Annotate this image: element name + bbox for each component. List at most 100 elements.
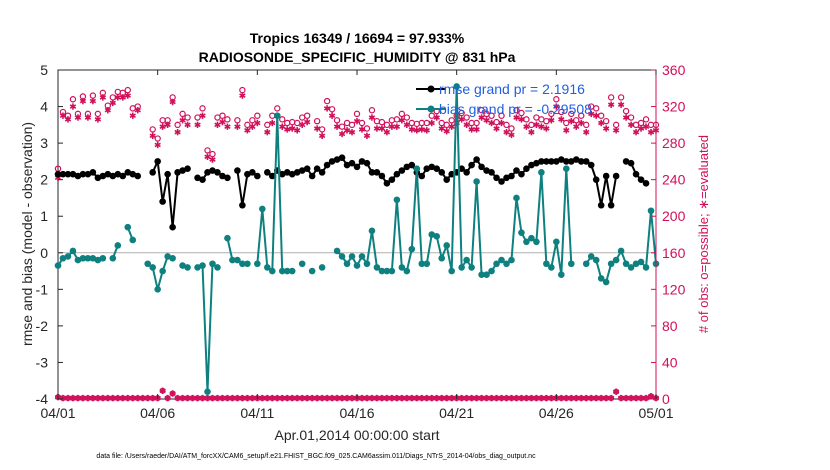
obs-evaluated-point [423, 127, 430, 134]
bias-point [523, 238, 530, 246]
y-tick-label: -3 [36, 354, 49, 370]
bias-point [169, 254, 176, 262]
obs-evaluated-bottom-point [284, 394, 291, 402]
obs-evaluated-bottom-point [313, 394, 321, 402]
obs-possible-point [518, 109, 525, 117]
bias-point [59, 254, 67, 262]
chart-title-line1: Tropics 16349 / 16694 = 97.933% [250, 30, 465, 46]
obs-evaluated-bottom-point [174, 394, 181, 402]
rmse-point [558, 156, 565, 163]
obs-evaluated-bottom-point [627, 394, 635, 402]
obs-evaluated-point [403, 121, 411, 129]
obs-evaluated-bottom-point [94, 394, 102, 402]
obs-possible-point [568, 110, 575, 118]
rmse-point [264, 169, 271, 176]
bias-point [239, 260, 246, 268]
bias-point [567, 260, 575, 268]
bias-point [438, 254, 446, 262]
obs-evaluated-point [637, 125, 645, 132]
obs-evaluated-point [89, 97, 97, 105]
rmse-point [463, 169, 470, 176]
legend: rmse grand pr = 2.1916 bias grand pr = -… [416, 81, 592, 117]
obs-evaluated-point [84, 114, 92, 121]
obs-evaluated-point [642, 123, 650, 130]
obs-evaluated-bottom-point [139, 394, 146, 402]
obs-evaluated-point [318, 132, 326, 139]
bias-point [383, 267, 391, 275]
obs-possible-point [154, 135, 161, 142]
obs-evaluated-point [448, 123, 455, 130]
obs-evaluated-point [513, 114, 520, 121]
obs-evaluated-bottom-point [612, 388, 620, 395]
rmse-point [602, 172, 610, 180]
bias-point [308, 267, 316, 275]
rmse-point [627, 159, 635, 167]
obs-possible-point [149, 126, 156, 133]
obs-evaluated-point [543, 125, 550, 132]
obs-evaluated-point [378, 125, 386, 132]
obs-evaluated-point [433, 114, 440, 121]
bias-point [343, 260, 351, 268]
bias-point [627, 264, 635, 271]
obs-possible-point [279, 116, 286, 123]
rmse-point [538, 158, 545, 165]
obs-evaluated-point [134, 107, 141, 114]
obs-evaluated-point [588, 110, 595, 118]
y-right-tick-label: 240 [662, 172, 686, 188]
bias-point [483, 271, 490, 279]
bias-point [488, 267, 495, 275]
obs-evaluated-bottom-point [518, 394, 525, 402]
bias-point [209, 260, 216, 268]
x-tick-label: 05/01 [638, 405, 673, 421]
bias-point [64, 253, 72, 260]
rmse-point [508, 172, 515, 180]
bias-point [647, 207, 655, 215]
bias-point [229, 256, 236, 264]
bias-point [204, 388, 211, 395]
obs-evaluated-bottom-point [129, 394, 136, 402]
obs-evaluated-point [214, 121, 221, 129]
rmse-point [353, 163, 361, 171]
obs-evaluated-bottom-point [194, 394, 201, 402]
rmse-point [582, 158, 590, 165]
obs-evaluated-bottom-point [583, 394, 590, 402]
rmse-point [343, 161, 351, 169]
obs-evaluated-point [607, 101, 615, 108]
rmse-point [632, 170, 640, 178]
rmse-point [249, 169, 256, 176]
obs-evaluated-bottom-point [308, 394, 316, 402]
obs-evaluated-bottom-point [269, 394, 276, 402]
rmse-point [159, 198, 166, 205]
bias-point [458, 264, 465, 271]
x-tick-label: 04/26 [539, 405, 574, 421]
bias-point [114, 242, 122, 249]
obs-evaluated-point [498, 119, 505, 127]
obs-evaluated-point [353, 117, 361, 125]
obs-evaluated-point [338, 130, 346, 138]
obs-evaluated-point [264, 128, 271, 136]
rmse-point [443, 176, 451, 183]
bias-point [642, 264, 650, 271]
bias-point [373, 264, 381, 271]
bias-point [124, 223, 132, 231]
y-tick-label: -1 [36, 281, 49, 297]
rmse-point [308, 172, 316, 180]
y-tick-label: 1 [40, 208, 48, 224]
bias-point [74, 256, 82, 264]
obs-evaluated-bottom-point [642, 394, 650, 402]
obs-evaluated-bottom-point [443, 394, 450, 402]
obs-possible-point [617, 94, 625, 101]
obs-possible-point [338, 123, 346, 130]
y-tick-label: -4 [36, 391, 49, 407]
bias-point [154, 286, 161, 293]
rmse-point [592, 176, 600, 183]
obs-possible-point [523, 116, 530, 123]
bias-point [273, 112, 281, 119]
obs-evaluated-bottom-point [358, 394, 366, 402]
rmse-point [219, 172, 226, 180]
obs-evaluated-bottom-point [234, 394, 241, 402]
rmse-point [563, 158, 570, 165]
obs-evaluated-point [69, 103, 77, 110]
obs-evaluated-bottom-point [189, 394, 196, 402]
